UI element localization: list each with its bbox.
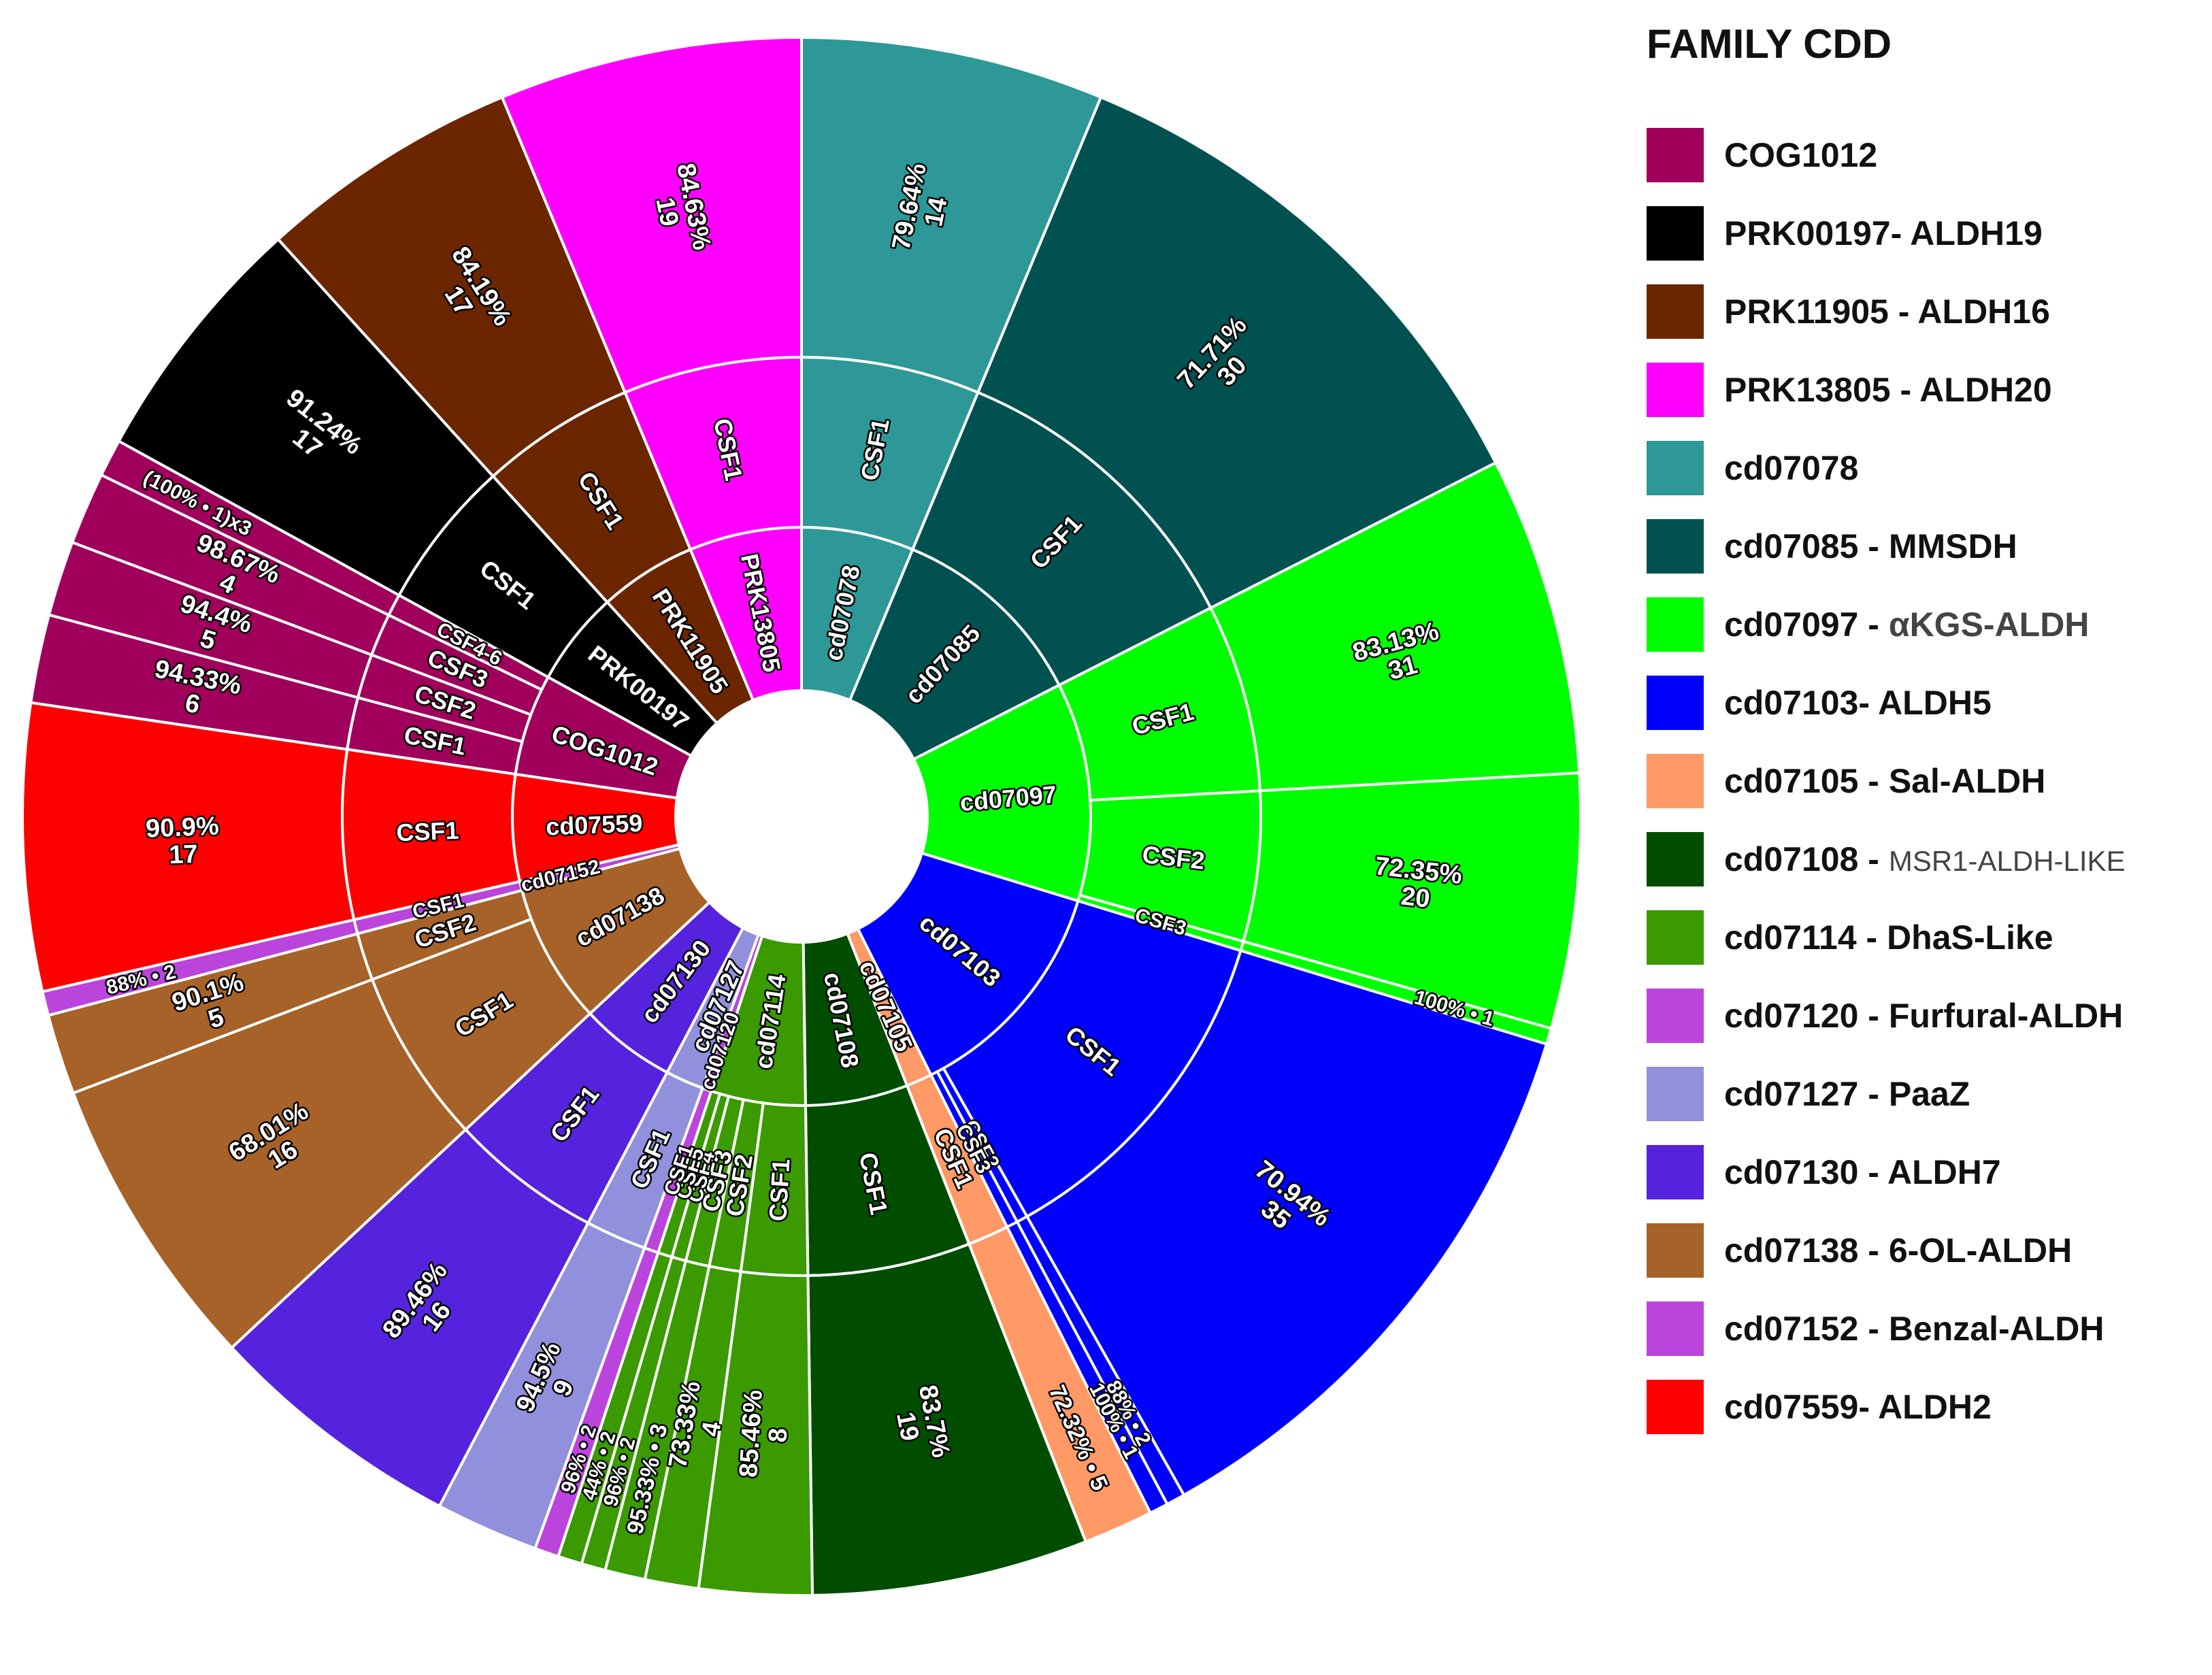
outer-label-cd07114-csf1-line: 85.46%: [734, 1389, 768, 1478]
legend-label: cd07559- ALDH2: [1724, 1387, 1992, 1426]
outer-label-cd07078-csf1-line: 14: [919, 195, 953, 229]
legend-swatch: [1647, 1144, 1704, 1199]
legend-swatch: [1647, 910, 1704, 965]
legend-item-cd07114: cd07114 - DhaS-Like: [1647, 898, 2205, 976]
legend-label: cd07105 - Sal-ALDH: [1724, 761, 2046, 800]
legend-item-cd07078: cd07078: [1647, 429, 2205, 507]
legend-item-COG1012: COG1012: [1647, 116, 2205, 194]
legend-items: COG1012 PRK00197- ALDH19 PRK11905 - ALDH16…: [1647, 116, 2205, 1446]
outer-label-cd07108-csf1-line: 19: [891, 1410, 924, 1444]
legend-label: PRK11905 - ALDH16: [1724, 292, 2050, 331]
legend-swatch: [1647, 753, 1704, 808]
csf-label-cd07559-csf1: CSF1: [394, 814, 461, 848]
outer-label-prk13805-csf1-line: 19: [650, 195, 683, 229]
sunburst-chart: cd07078CSF179.64%14cd07085CSF171.71%30cd…: [22, 35, 1581, 1595]
legend-item-cd07085: cd07085 - MMSDH: [1647, 507, 2205, 585]
outer-label-cd07114-csf1: 85.46%8: [733, 1387, 795, 1480]
legend-item-cd07120: cd07120 - Furfural-ALDH: [1647, 976, 2205, 1055]
outer-wedge-cd07103-csf1: [1025, 948, 1549, 1497]
legend-swatch: [1647, 362, 1704, 417]
legend-label: cd07120 - Furfural-ALDH: [1724, 996, 2124, 1035]
legend-swatch: [1647, 831, 1704, 886]
legend-item-cd07559: cd07559- ALDH2: [1647, 1367, 2205, 1446]
csf-label-cd07114-csf1-line: CSF1: [763, 1158, 795, 1222]
legend-item-cd07130: cd07130 - ALDH7: [1647, 1133, 2205, 1211]
legend-item-cd07097: cd07097 - αKGS-ALDH: [1647, 585, 2205, 663]
outer-wedge-cd07085-csf1: [976, 95, 1498, 610]
legend-label: cd07097 - αKGS-ALDH: [1724, 605, 2090, 644]
legend-label: cd07085 - MMSDH: [1724, 527, 2017, 565]
legend-swatch: [1647, 440, 1704, 495]
legend-item-cd07105: cd07105 - Sal-ALDH: [1647, 742, 2205, 820]
legend-swatch: [1647, 675, 1704, 730]
legend-item-PRK00197: PRK00197- ALDH19: [1647, 194, 2205, 272]
legend-swatch: [1647, 518, 1704, 574]
outer-label-cd07559-csf1-line: 17: [169, 840, 199, 870]
outer-label-cd07114-csf1-line: 8: [763, 1427, 793, 1444]
legend-swatch: [1647, 1066, 1704, 1121]
legend: FAMILY CDD COG1012 PRK00197- ALDH19 PRK119…: [1647, 14, 2205, 1446]
csf-label-cd07559-csf1-line: CSF1: [396, 816, 460, 847]
legend-swatch: [1647, 1223, 1704, 1278]
legend-label: cd07078: [1724, 448, 1859, 487]
outer-label-cd07559-csf1: 90.9%17: [144, 810, 221, 872]
legend-item-cd07152: cd07152 - Benzal-ALDH: [1647, 1289, 2205, 1367]
legend-label: cd07114 - DhaS-Like: [1724, 918, 2053, 957]
legend-item-cd07138: cd07138 - 6-OL-ALDH: [1647, 1211, 2205, 1289]
legend-label: PRK00197- ALDH19: [1724, 214, 2043, 252]
legend-label: cd07103- ALDH5: [1724, 683, 1992, 722]
outer-label-cd07097-csf2-line: 20: [1400, 882, 1432, 913]
legend-label: cd07108 - MSR1-ALDH-LIKE: [1724, 840, 2126, 878]
legend-swatch: [1647, 284, 1704, 339]
legend-item-cd07127: cd07127 - PaaZ: [1647, 1055, 2205, 1133]
csf-label-cd07114-csf1: CSF1: [762, 1156, 797, 1223]
legend-swatch: [1647, 988, 1704, 1043]
legend-label: cd07152 - Benzal-ALDH: [1724, 1309, 2104, 1348]
legend-swatch: [1647, 1301, 1704, 1356]
legend-item-cd07108: cd07108 - MSR1-ALDH-LIKE: [1647, 820, 2205, 898]
outer-label-cd07559-csf1-line: 90.9%: [145, 812, 219, 843]
family-label-cd07559: cd07559: [544, 807, 645, 842]
legend-swatch: [1647, 597, 1704, 652]
legend-item-PRK11905: PRK11905 - ALDH16: [1647, 272, 2205, 350]
legend-label: cd07127 - PaaZ: [1724, 1074, 1970, 1113]
legend-label: cd07130 - ALDH7: [1724, 1152, 2001, 1191]
legend-label: PRK13805 - ALDH20: [1724, 370, 2052, 409]
legend-item-cd07103: cd07103- ALDH5: [1647, 663, 2205, 742]
outer-wedge-prk13805-csf1: [500, 35, 803, 395]
legend-label: COG1012: [1724, 135, 1878, 174]
family-label-cd07559-line: cd07559: [545, 809, 643, 841]
legend-swatch: [1647, 1379, 1704, 1434]
legend-item-PRK13805: PRK13805 - ALDH20: [1647, 350, 2205, 429]
legend-title: FAMILY CDD: [1647, 21, 1892, 67]
legend-label: cd07138 - 6-OL-ALDH: [1724, 1231, 2073, 1270]
legend-swatch: [1647, 205, 1704, 261]
legend-swatch: [1647, 127, 1704, 182]
